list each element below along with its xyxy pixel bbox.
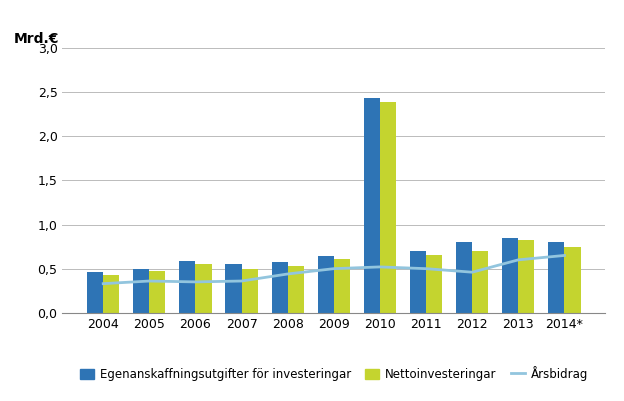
Bar: [87, 272, 103, 313]
Bar: [271, 261, 288, 313]
Text: Mrd.€: Mrd.€: [14, 32, 59, 46]
Bar: [456, 242, 472, 313]
Bar: [519, 241, 535, 313]
Bar: [133, 269, 149, 313]
Bar: [241, 269, 258, 313]
Bar: [195, 264, 212, 313]
Bar: [334, 259, 350, 313]
Bar: [548, 242, 565, 313]
Bar: [472, 251, 489, 313]
Bar: [288, 266, 304, 313]
Bar: [179, 261, 195, 313]
Bar: [380, 102, 396, 313]
Bar: [364, 98, 380, 313]
Bar: [103, 275, 119, 313]
Bar: [502, 238, 519, 313]
Bar: [426, 255, 442, 313]
Legend: Egenanskaffningsutgifter för investeringar, Nettoinvesteringar, Årsbidrag: Egenanskaffningsutgifter för investering…: [75, 361, 593, 385]
Bar: [410, 251, 426, 313]
Bar: [225, 264, 241, 313]
Bar: [565, 247, 580, 313]
Bar: [318, 256, 334, 313]
Bar: [149, 271, 165, 313]
